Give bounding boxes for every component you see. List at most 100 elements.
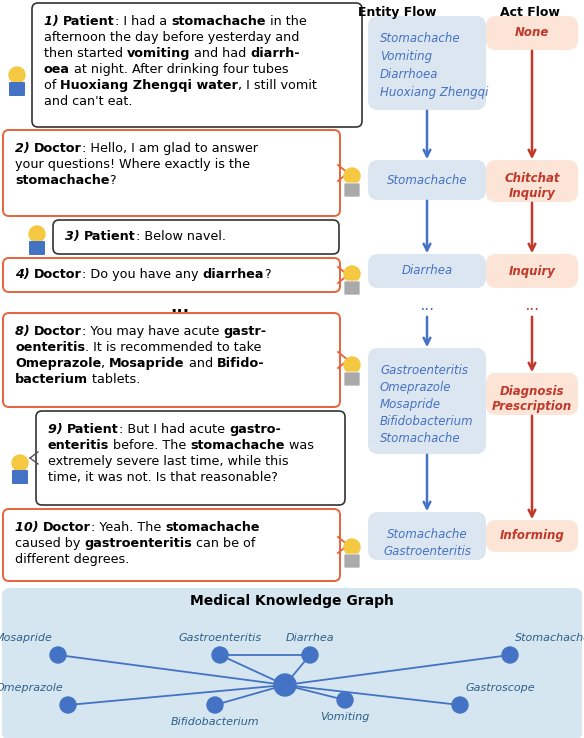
FancyBboxPatch shape [12, 470, 28, 484]
Text: 3): 3) [65, 230, 84, 243]
Text: Omeprazole: Omeprazole [15, 357, 101, 370]
Text: ...: ... [524, 298, 539, 313]
Text: Gastroenteritis: Gastroenteritis [179, 633, 262, 643]
FancyBboxPatch shape [53, 220, 339, 254]
Text: Mosapride: Mosapride [380, 398, 441, 411]
FancyBboxPatch shape [344, 372, 360, 386]
Text: caused by: caused by [15, 537, 84, 550]
Text: Huoxiang Zhengqi water: Huoxiang Zhengqi water [60, 79, 238, 92]
Text: can be of: can be of [192, 537, 256, 550]
Text: Diarrhea: Diarrhea [401, 264, 453, 277]
Circle shape [50, 647, 66, 663]
Text: Doctor: Doctor [34, 268, 82, 281]
Text: ...: ... [171, 298, 190, 316]
Text: None: None [515, 27, 549, 40]
FancyBboxPatch shape [2, 588, 582, 738]
Text: gastr-: gastr- [224, 325, 267, 338]
Text: ...: ... [420, 298, 434, 313]
Circle shape [302, 647, 318, 663]
Text: 10): 10) [15, 521, 43, 534]
FancyBboxPatch shape [3, 313, 340, 407]
Text: Doctor: Doctor [34, 142, 82, 155]
Text: : Hello, I am glad to answer: : Hello, I am glad to answer [82, 142, 258, 155]
Text: enteritis: enteritis [48, 439, 109, 452]
Circle shape [344, 266, 360, 282]
Text: oea: oea [44, 63, 70, 76]
Text: , I still vomit: , I still vomit [238, 79, 317, 92]
Text: Stomachache: Stomachache [515, 633, 584, 643]
FancyBboxPatch shape [368, 16, 486, 110]
FancyBboxPatch shape [368, 348, 486, 454]
Text: Chitchat: Chitchat [504, 172, 559, 185]
Text: : Do you have any: : Do you have any [82, 268, 203, 281]
FancyBboxPatch shape [486, 520, 578, 552]
Text: diarrh-: diarrh- [251, 47, 300, 60]
Text: Patient: Patient [63, 15, 115, 28]
Circle shape [344, 168, 360, 184]
Text: 9): 9) [48, 423, 67, 436]
Text: : You may have acute: : You may have acute [82, 325, 224, 338]
Text: Doctor: Doctor [34, 325, 82, 338]
Text: 2): 2) [15, 142, 34, 155]
Text: and had: and had [190, 47, 251, 60]
Text: Diarrhea: Diarrhea [286, 633, 334, 643]
Text: Stomachache: Stomachache [387, 528, 467, 541]
Text: stomachache: stomachache [171, 15, 266, 28]
Text: Stomachache: Stomachache [387, 173, 467, 187]
Text: Stomachache: Stomachache [380, 32, 461, 45]
Text: your questions! Where exactly is the: your questions! Where exactly is the [15, 158, 250, 171]
Text: Omeprazole: Omeprazole [380, 381, 451, 394]
FancyBboxPatch shape [32, 3, 362, 127]
Text: was: was [285, 439, 314, 452]
Text: gastroenteritis: gastroenteritis [84, 537, 192, 550]
Text: : I had a: : I had a [115, 15, 171, 28]
Text: vomiting: vomiting [127, 47, 190, 60]
Text: extremely severe last time, while this: extremely severe last time, while this [48, 455, 288, 468]
Text: Mosapride: Mosapride [109, 357, 185, 370]
Text: Inquiry: Inquiry [509, 187, 555, 200]
Text: Bifidobacterium: Bifidobacterium [380, 415, 474, 428]
Text: : Yeah. The: : Yeah. The [91, 521, 165, 534]
Circle shape [344, 539, 360, 555]
Text: in the: in the [266, 15, 307, 28]
Text: Inquiry: Inquiry [509, 264, 555, 277]
Text: : Below navel.: : Below navel. [136, 230, 226, 243]
Text: ?: ? [110, 174, 116, 187]
FancyBboxPatch shape [486, 16, 578, 50]
Text: tablets.: tablets. [88, 373, 141, 386]
Text: bacterium: bacterium [15, 373, 88, 386]
Circle shape [60, 697, 76, 713]
Text: oenteritis: oenteritis [15, 341, 85, 354]
FancyBboxPatch shape [36, 411, 345, 505]
FancyBboxPatch shape [344, 281, 360, 295]
Text: different degrees.: different degrees. [15, 553, 130, 566]
Circle shape [337, 692, 353, 708]
Text: and: and [185, 357, 217, 370]
Text: of: of [44, 79, 60, 92]
Text: stomachache: stomachache [190, 439, 285, 452]
Circle shape [12, 455, 28, 471]
Text: Entity Flow: Entity Flow [358, 6, 436, 19]
FancyBboxPatch shape [486, 373, 578, 415]
FancyBboxPatch shape [368, 512, 486, 560]
Circle shape [274, 674, 296, 696]
Circle shape [207, 697, 223, 713]
Circle shape [29, 226, 45, 242]
FancyBboxPatch shape [3, 509, 340, 581]
Text: Bifidobacterium: Bifidobacterium [171, 717, 259, 727]
Text: . It is recommended to take: . It is recommended to take [85, 341, 262, 354]
Text: diarrhea: diarrhea [203, 268, 264, 281]
Text: Gastroenteritis: Gastroenteritis [383, 545, 471, 558]
Text: and can't eat.: and can't eat. [44, 95, 133, 108]
FancyBboxPatch shape [29, 241, 45, 255]
Text: : But I had acute: : But I had acute [119, 423, 229, 436]
FancyBboxPatch shape [486, 160, 578, 202]
Text: Diarrhoea: Diarrhoea [380, 68, 439, 81]
Text: Act Flow: Act Flow [500, 6, 560, 19]
Text: time, it was not. Is that reasonable?: time, it was not. Is that reasonable? [48, 471, 278, 484]
Text: Doctor: Doctor [43, 521, 91, 534]
Text: before. The: before. The [109, 439, 190, 452]
Text: Prescription: Prescription [492, 400, 572, 413]
Text: at night. After drinking four tubes: at night. After drinking four tubes [70, 63, 288, 76]
FancyBboxPatch shape [344, 183, 360, 197]
